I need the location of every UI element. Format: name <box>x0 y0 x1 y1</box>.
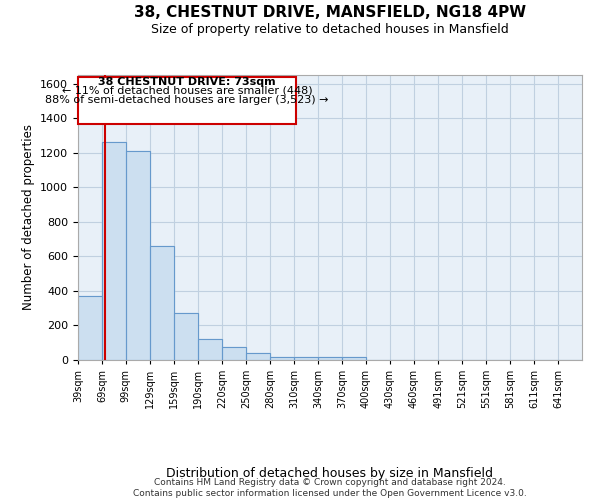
Text: Contains HM Land Registry data © Crown copyright and database right 2024.
Contai: Contains HM Land Registry data © Crown c… <box>133 478 527 498</box>
Text: 38 CHESTNUT DRIVE: 73sqm: 38 CHESTNUT DRIVE: 73sqm <box>98 77 275 87</box>
Text: 38, CHESTNUT DRIVE, MANSFIELD, NG18 4PW: 38, CHESTNUT DRIVE, MANSFIELD, NG18 4PW <box>134 5 526 20</box>
Text: Distribution of detached houses by size in Mansfield: Distribution of detached houses by size … <box>167 467 493 480</box>
Text: Size of property relative to detached houses in Mansfield: Size of property relative to detached ho… <box>151 22 509 36</box>
FancyBboxPatch shape <box>78 76 296 124</box>
Text: ← 11% of detached houses are smaller (448): ← 11% of detached houses are smaller (44… <box>62 86 312 96</box>
Text: 88% of semi-detached houses are larger (3,523) →: 88% of semi-detached houses are larger (… <box>45 95 329 105</box>
Y-axis label: Number of detached properties: Number of detached properties <box>22 124 35 310</box>
